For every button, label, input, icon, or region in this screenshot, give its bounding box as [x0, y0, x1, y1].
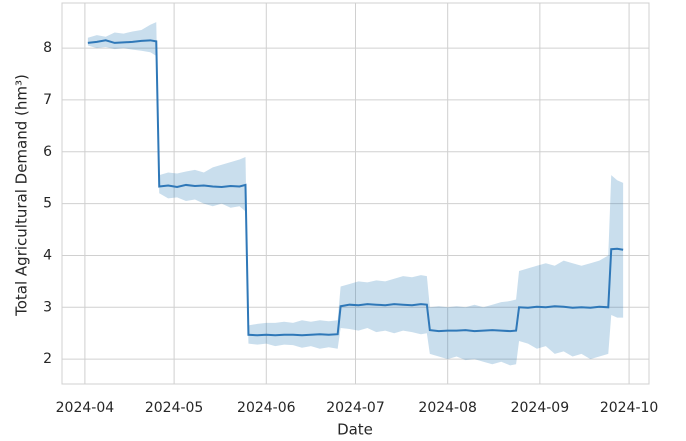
y-tick-label: 8 — [43, 40, 52, 56]
y-tick-label: 4 — [43, 247, 52, 263]
x-axis-label: Date — [337, 421, 373, 439]
x-tick-label: 2024-09 — [511, 400, 570, 416]
x-tick-label: 2024-07 — [326, 400, 385, 416]
y-tick-label: 3 — [43, 299, 52, 315]
x-tick-label: 2024-05 — [145, 400, 204, 416]
y-axis-label: Total Agricultural Demand (hm³) — [13, 74, 31, 317]
x-tick-label: 2024-08 — [418, 400, 477, 416]
mean-line — [87, 39, 624, 337]
x-tick-label: 2024-06 — [237, 400, 296, 416]
y-tick-label: 6 — [43, 144, 52, 160]
x-tick-label: 2024-10 — [600, 400, 659, 416]
x-tick-label: 2024-04 — [56, 400, 115, 416]
y-tick-label: 2 — [43, 351, 52, 367]
confidence-band — [87, 22, 624, 366]
y-tick-label: 7 — [43, 92, 52, 108]
y-tick-label: 5 — [43, 196, 52, 212]
